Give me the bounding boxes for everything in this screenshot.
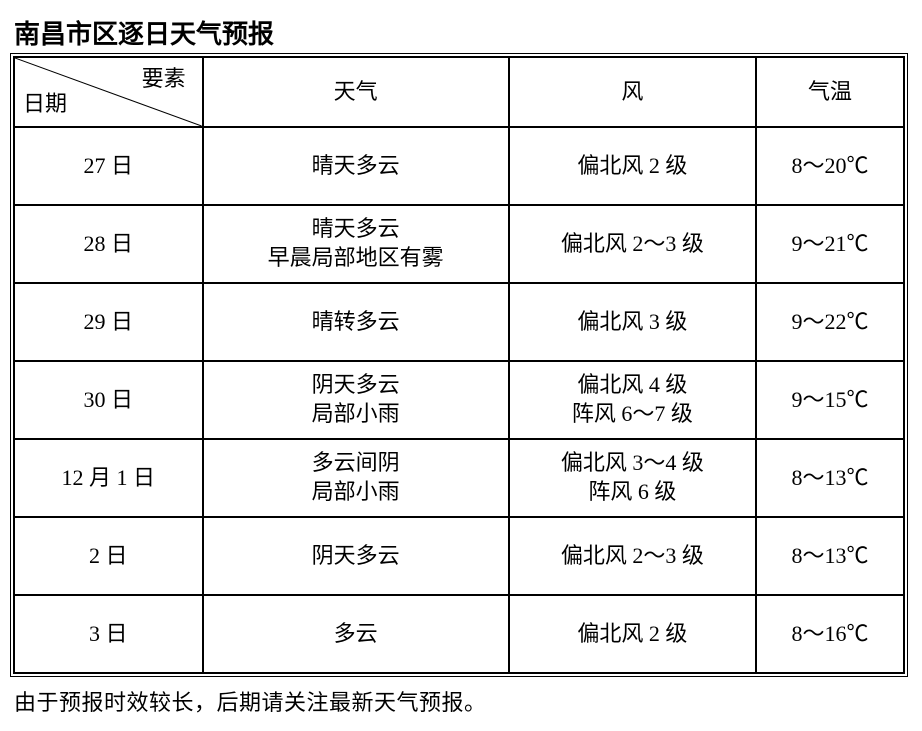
cell-date: 30 日 (14, 361, 203, 439)
cell-weather: 阴天多云局部小雨 (203, 361, 509, 439)
header-wind: 风 (509, 57, 756, 127)
cell-weather: 阴天多云 (203, 517, 509, 595)
cell-wind: 偏北风 2 级 (509, 127, 756, 205)
cell-temp: 8～16℃ (756, 595, 904, 673)
table-header-row: 要素 日期 天气 风 气温 (14, 57, 904, 127)
cell-date: 29 日 (14, 283, 203, 361)
cell-temp: 8～13℃ (756, 439, 904, 517)
cell-temp: 9～15℃ (756, 361, 904, 439)
header-corner-cell: 要素 日期 (14, 57, 203, 127)
cell-wind: 偏北风 2 级 (509, 595, 756, 673)
cell-date: 27 日 (14, 127, 203, 205)
table-row: 29 日 晴转多云 偏北风 3 级 9～22℃ (14, 283, 904, 361)
cell-date: 28 日 (14, 205, 203, 283)
header-temp: 气温 (756, 57, 904, 127)
cell-wind: 偏北风 2～3 级 (509, 517, 756, 595)
cell-weather: 多云间阴局部小雨 (203, 439, 509, 517)
cell-wind: 偏北风 4 级阵风 6～7 级 (509, 361, 756, 439)
table-row: 30 日 阴天多云局部小雨 偏北风 4 级阵风 6～7 级 9～15℃ (14, 361, 904, 439)
table-row: 27 日 晴天多云 偏北风 2 级 8～20℃ (14, 127, 904, 205)
table-row: 28 日 晴天多云早晨局部地区有雾 偏北风 2～3 级 9～21℃ (14, 205, 904, 283)
header-bottom-label: 日期 (23, 89, 67, 120)
page-title: 南昌市区逐日天气预报 (10, 14, 912, 51)
table-row: 3 日 多云 偏北风 2 级 8～16℃ (14, 595, 904, 673)
cell-weather: 多云 (203, 595, 509, 673)
cell-temp: 8～20℃ (756, 127, 904, 205)
table-row: 2 日 阴天多云 偏北风 2～3 级 8～13℃ (14, 517, 904, 595)
header-weather: 天气 (203, 57, 509, 127)
cell-date: 3 日 (14, 595, 203, 673)
cell-wind: 偏北风 3～4 级阵风 6 级 (509, 439, 756, 517)
cell-weather: 晴天多云 (203, 127, 509, 205)
footnote-text: 由于预报时效较长，后期请关注最新天气预报。 (10, 685, 912, 717)
cell-date: 12 月 1 日 (14, 439, 203, 517)
cell-temp: 8～13℃ (756, 517, 904, 595)
cell-weather: 晴转多云 (203, 283, 509, 361)
cell-wind: 偏北风 3 级 (509, 283, 756, 361)
cell-temp: 9～22℃ (756, 283, 904, 361)
cell-date: 2 日 (14, 517, 203, 595)
table-row: 12 月 1 日 多云间阴局部小雨 偏北风 3～4 级阵风 6 级 8～13℃ (14, 439, 904, 517)
forecast-table: 要素 日期 天气 风 气温 27 日 晴天多云 偏北风 2 级 8～20℃ 28… (10, 53, 908, 677)
header-top-label: 要素 (142, 64, 186, 95)
cell-wind: 偏北风 2～3 级 (509, 205, 756, 283)
cell-weather: 晴天多云早晨局部地区有雾 (203, 205, 509, 283)
cell-temp: 9～21℃ (756, 205, 904, 283)
